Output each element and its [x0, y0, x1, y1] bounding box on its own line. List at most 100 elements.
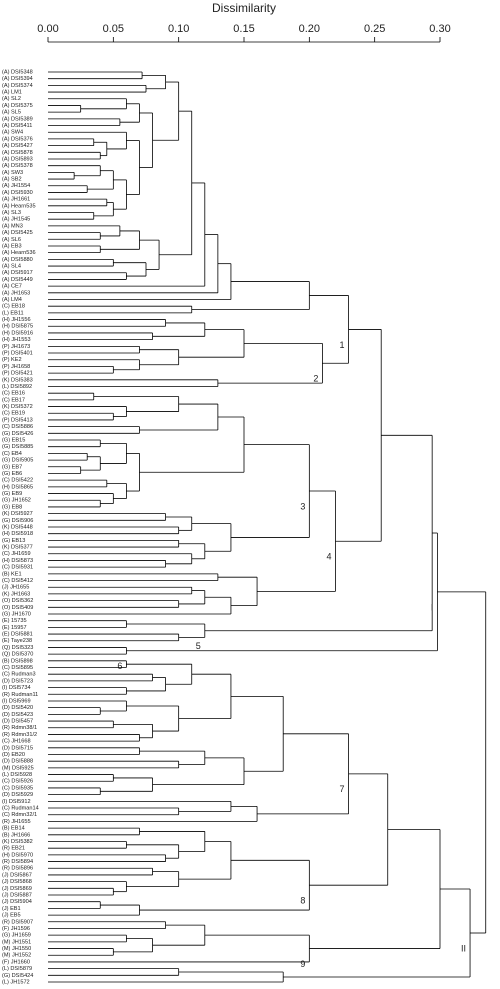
leaf-label: (G) DSI5905: [2, 458, 33, 464]
leaf-label: (R) Rdmn31/2: [2, 732, 37, 738]
leaf-label: (C) DSI5895: [2, 665, 33, 671]
x-tick-label: 0.15: [233, 23, 254, 35]
leaf-label: (K) DSI5927: [2, 511, 33, 517]
leaf-label: (R) Rudman11: [2, 692, 38, 698]
leaf-label: (A) DSI5411: [2, 123, 32, 129]
leaf-label: (C) DSI5886: [2, 424, 33, 430]
leaf-label: (A) Hearn535: [2, 203, 36, 209]
leaf-label: (R) EB21: [2, 846, 25, 852]
leaf-label: (J) EB1: [2, 906, 21, 912]
leaf-label: (K) DSI5372: [2, 404, 33, 410]
leaf-label: (G) EB15: [2, 437, 25, 443]
leaf-label: (A) SL5: [2, 110, 21, 116]
leaf-label: (A) DSI5348: [2, 69, 33, 75]
leaf-label: (D) DSI5715: [2, 745, 33, 751]
leaf-label: (R) JH1655: [2, 819, 31, 825]
leaf-label: (J) JH1655: [2, 585, 29, 591]
cluster-label: I: [431, 602, 434, 612]
cluster-label: II: [461, 943, 466, 953]
leaf-label: (J) DSI5904: [2, 899, 32, 905]
leaf-label: (L) DSI5879: [2, 966, 32, 972]
leaf-label: (H) DSI5875: [2, 324, 33, 330]
leaf-label: (C) JH1659: [2, 551, 31, 557]
leaf-label: (C) Rdmn32/1: [2, 812, 37, 818]
leaf-label: (P) DSI5421: [2, 371, 33, 377]
leaf-label: (H) DSI5970: [2, 852, 33, 858]
leaf-label: (P) KE2: [2, 357, 22, 363]
leaf-label: (C) DSI5926: [2, 779, 33, 785]
leaf-label: (C) DSI5931: [2, 565, 33, 571]
leaf-label: (A) Hearn536: [2, 250, 36, 256]
leaf-label: (A) DSI5376: [2, 136, 33, 142]
leaf-label: (P) JH1658: [2, 364, 30, 370]
leaf-label: (C) EB4: [2, 451, 22, 457]
leaf-label: (G) DSI5906: [2, 518, 33, 524]
leaf-label: (A) DSI5375: [2, 103, 33, 109]
leaf-label: (M) JH1551: [2, 939, 31, 945]
leaf-label: (J) DSI5868: [2, 879, 32, 885]
cluster-label: 9: [300, 959, 305, 969]
leaf-label: (G) JH1659: [2, 933, 31, 939]
leaf-label: (L) JH1572: [2, 979, 30, 985]
leaf-label: (A) SW3: [2, 170, 23, 176]
leaf-label: (G) EB7: [2, 464, 22, 470]
leaf-label: (B) JH1666: [2, 832, 30, 838]
leaf-label: (C) Rudman3: [2, 672, 36, 678]
leaf-label: (H) DSI5873: [2, 558, 33, 564]
leaf-label: (R) DSI5894: [2, 859, 33, 865]
x-tick-label: 0.20: [299, 23, 320, 35]
cluster-label: 5: [196, 641, 201, 651]
leaf-label: (K) DSI5383: [2, 377, 33, 383]
leaf-label: (A) DSI5930: [2, 190, 33, 196]
leaf-label: (H) DSI5865: [2, 484, 33, 490]
leaf-label: (A) LM4: [2, 297, 22, 303]
x-tick-label: 0.00: [37, 23, 58, 35]
leaf-label: (A) DSI5374: [2, 83, 33, 89]
leaf-label: (A) MN3: [2, 223, 23, 229]
leaf-label: (F) JH1596: [2, 926, 30, 932]
leaf-label: (D) DSI5888: [2, 759, 33, 765]
leaf-label: (A) DSI5427: [2, 143, 33, 149]
leaf-label: (J) EB5: [2, 913, 21, 919]
leaf-label: (E) Taye238: [2, 638, 32, 644]
leaf-label: (K) DSI5382: [2, 839, 33, 845]
x-tick-label: 0.30: [429, 23, 450, 35]
leaf-label: (A) JH1545: [2, 217, 30, 223]
leaf-label: (A) JH1554: [2, 183, 30, 189]
cluster-label: 3: [300, 501, 305, 511]
leaf-label: (C) DSI5422: [2, 478, 33, 484]
leaf-label: (D) EB20: [2, 752, 25, 758]
leaf-label: (E) 15735: [2, 618, 27, 624]
leaf-label: (A) JH1661: [2, 197, 30, 203]
leaf-label: (P) JH1673: [2, 344, 30, 350]
leaf-label: (G) JH1652: [2, 498, 31, 504]
leaf-label: (G) EB6: [2, 471, 22, 477]
leaf-label: (B) EB14: [2, 826, 25, 832]
leaf-label: (A) CE7: [2, 284, 22, 290]
x-tick-label: 0.10: [168, 23, 189, 35]
leaf-label: (D) DSI5423: [2, 712, 33, 718]
leaf-label: (K) DSI5448: [2, 524, 33, 530]
leaf-label: (A) SL6: [2, 237, 21, 243]
leaf-label: (A) DSI5389: [2, 116, 33, 122]
leaf-label: (I) DSI5969: [2, 698, 31, 704]
leaf-label: (A) SL2: [2, 96, 21, 102]
leaf-label: (J) DSI5867: [2, 872, 32, 878]
leaf-label: (A) DSI5394: [2, 76, 33, 82]
leaf-label: (H) JH1556: [2, 317, 31, 323]
cluster-label: 4: [326, 552, 331, 562]
leaf-label: (H) DSI5916: [2, 330, 33, 336]
leaf-label: (G) EB8: [2, 504, 22, 510]
leaf-label: (P) DSI5401: [2, 351, 33, 357]
leaf-label: (Q) DSI5370: [2, 652, 33, 658]
leaf-label: (A) EB3: [2, 243, 22, 249]
leaf-label: (G) DSI5424: [2, 973, 33, 979]
x-tick-label: 0.25: [364, 23, 385, 35]
leaf-label: (A) DSI5880: [2, 257, 33, 263]
leaf-label: (A) DSI5378: [2, 163, 33, 169]
leaf-label: (G) EB13: [2, 538, 25, 544]
leaf-label: (D) DSI5457: [2, 719, 33, 725]
x-tick-label: 0.05: [103, 23, 124, 35]
leaf-label: (P) DSI5413: [2, 417, 33, 423]
